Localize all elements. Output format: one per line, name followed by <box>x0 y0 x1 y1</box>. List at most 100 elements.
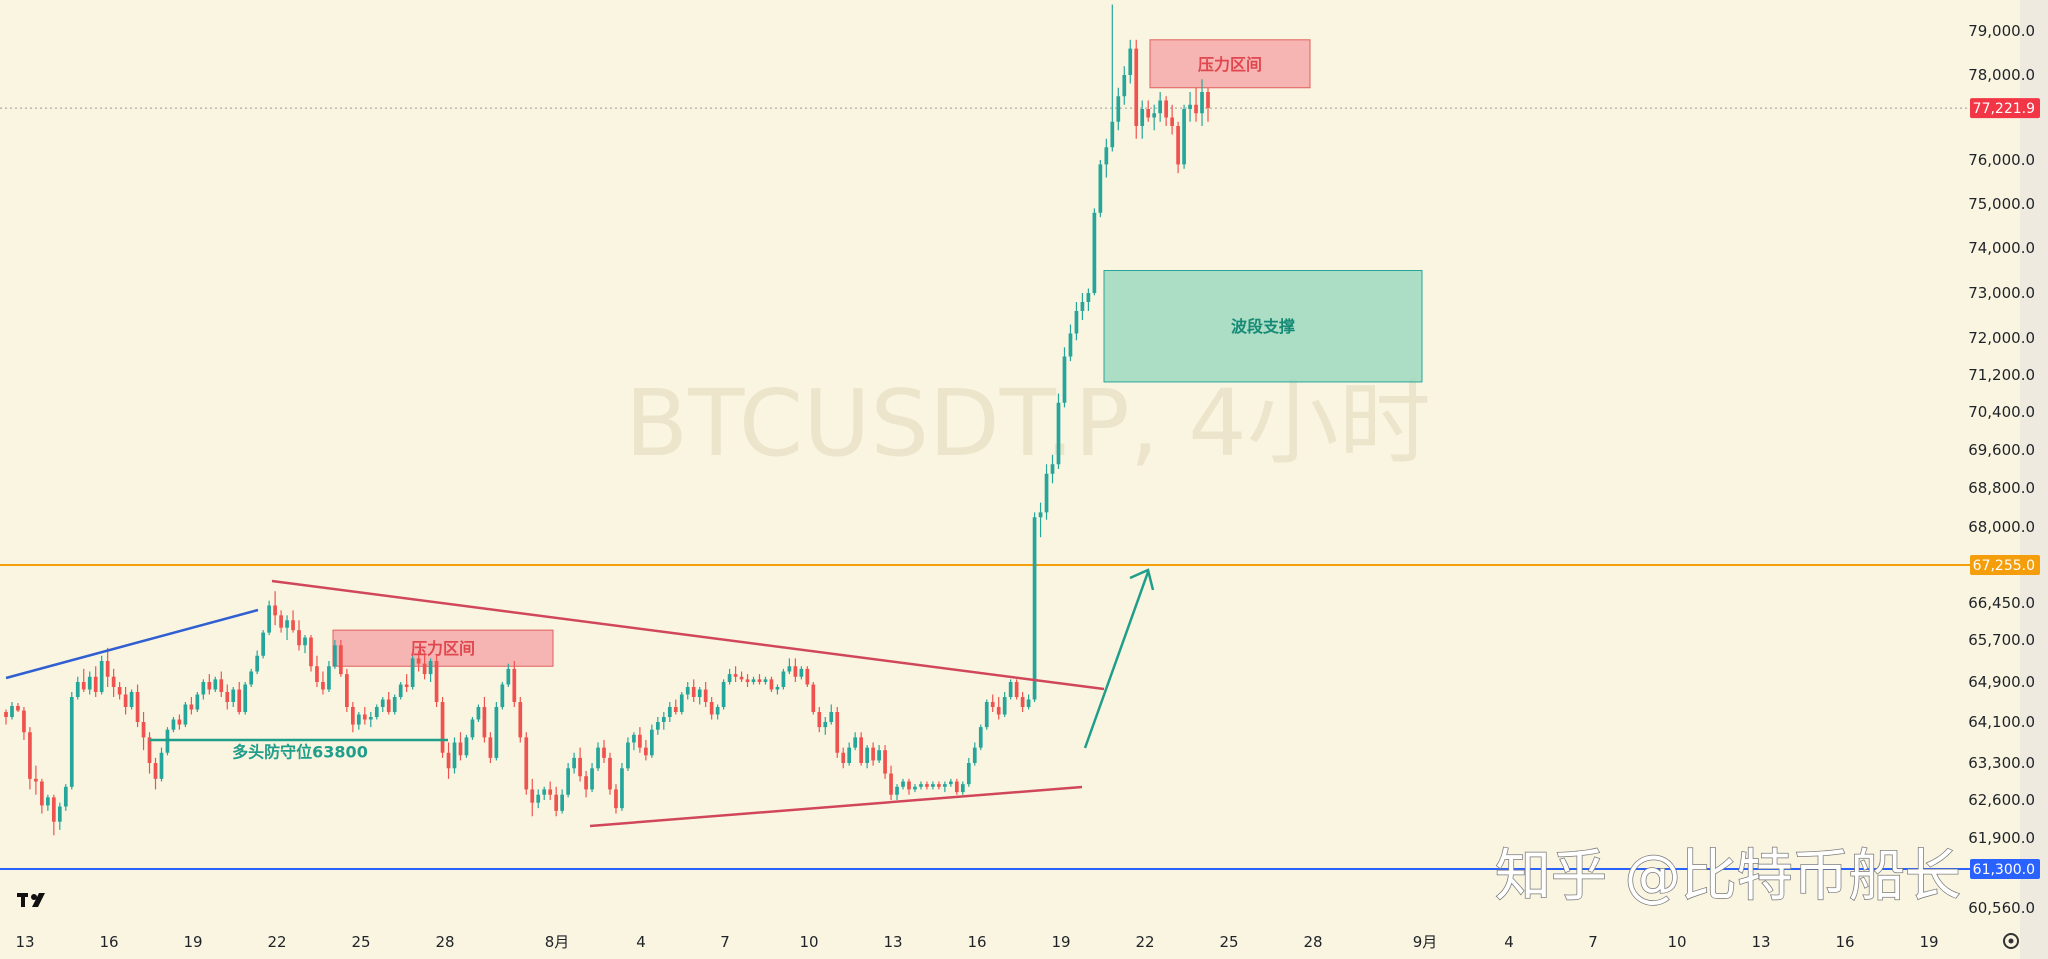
candle[interactable] <box>823 717 828 735</box>
candle[interactable] <box>644 739 648 761</box>
candle[interactable] <box>1146 100 1151 122</box>
candle[interactable] <box>560 789 565 814</box>
candle[interactable] <box>285 615 289 640</box>
candle[interactable] <box>16 703 20 712</box>
candle[interactable] <box>446 742 451 779</box>
candle[interactable] <box>763 676 768 685</box>
candle[interactable] <box>811 682 816 715</box>
breakout-arrow[interactable] <box>1083 568 1155 749</box>
candle[interactable] <box>572 752 576 774</box>
candle[interactable] <box>386 692 391 715</box>
settings-gear-icon[interactable] <box>2003 933 2019 949</box>
candle[interactable] <box>267 600 271 636</box>
candle[interactable] <box>739 671 744 683</box>
candle[interactable] <box>608 752 612 795</box>
candle[interactable] <box>392 694 397 715</box>
tradingview-logo-icon[interactable] <box>17 893 45 907</box>
candle[interactable] <box>1134 39 1139 139</box>
candle[interactable] <box>153 757 158 790</box>
candle[interactable] <box>990 694 995 713</box>
candle[interactable] <box>1080 293 1085 320</box>
candle[interactable] <box>291 610 295 633</box>
candle[interactable] <box>889 765 893 800</box>
candle[interactable] <box>434 655 439 707</box>
candle[interactable] <box>620 763 624 811</box>
candle[interactable] <box>309 635 313 672</box>
candle[interactable] <box>51 794 56 836</box>
candles-layer[interactable] <box>4 4 1210 836</box>
candle[interactable] <box>632 732 636 751</box>
candle[interactable] <box>416 650 421 672</box>
candle[interactable] <box>470 717 475 740</box>
candle[interactable] <box>949 778 953 787</box>
candle[interactable] <box>536 789 541 809</box>
candle[interactable] <box>500 682 505 710</box>
candle[interactable] <box>213 676 218 692</box>
candle[interactable] <box>590 763 594 793</box>
candle[interactable] <box>40 778 44 814</box>
candle[interactable] <box>667 702 672 722</box>
candle[interactable] <box>452 737 457 774</box>
candle[interactable] <box>1002 692 1007 717</box>
candle[interactable] <box>984 699 989 730</box>
candle[interactable] <box>602 739 606 763</box>
candle[interactable] <box>691 679 696 702</box>
candle[interactable] <box>614 784 618 814</box>
candle[interactable] <box>703 682 708 707</box>
candle[interactable] <box>422 653 427 680</box>
candle[interactable] <box>506 663 511 687</box>
candle[interactable] <box>28 727 32 790</box>
candle[interactable] <box>1068 324 1073 362</box>
candle[interactable] <box>219 671 224 698</box>
candle[interactable] <box>482 697 487 743</box>
candle[interactable] <box>177 714 182 730</box>
candle[interactable] <box>315 655 319 687</box>
candle[interactable] <box>548 781 553 801</box>
candle[interactable] <box>494 702 499 761</box>
candle[interactable] <box>655 717 660 735</box>
candle[interactable] <box>1194 87 1198 122</box>
candle[interactable] <box>1008 679 1013 700</box>
time-axis[interactable]: 13 16 19 22 25 28 8月 4 7 10 13 16 19 22 25 28 9月 4 7 10 13 16… <box>15 933 1938 951</box>
candle[interactable] <box>141 712 146 751</box>
candle[interactable] <box>1110 4 1115 152</box>
candle[interactable] <box>1170 104 1174 135</box>
candle[interactable] <box>1020 692 1025 712</box>
candle[interactable] <box>829 704 834 725</box>
candle[interactable] <box>578 747 582 782</box>
candle[interactable] <box>518 697 523 743</box>
candle[interactable] <box>715 704 720 720</box>
candle[interactable] <box>87 671 92 695</box>
candle[interactable] <box>117 682 122 700</box>
candle[interactable] <box>404 674 409 692</box>
candle[interactable] <box>757 674 762 685</box>
candle[interactable] <box>966 757 971 787</box>
candle[interactable] <box>327 661 331 692</box>
candle[interactable] <box>1128 39 1133 84</box>
candle[interactable] <box>1158 92 1163 122</box>
candle[interactable] <box>775 684 780 695</box>
candle[interactable] <box>75 676 80 700</box>
candle[interactable] <box>626 737 630 771</box>
candle[interactable] <box>1074 302 1079 341</box>
candle[interactable] <box>512 661 517 707</box>
candle[interactable] <box>345 668 349 712</box>
candle[interactable] <box>566 763 570 798</box>
candle[interactable] <box>907 778 911 795</box>
candle[interactable] <box>159 747 164 782</box>
drawings-layer[interactable] <box>5 568 1155 828</box>
candle[interactable] <box>1038 502 1043 538</box>
candle[interactable] <box>799 666 804 680</box>
candle[interactable] <box>937 781 941 790</box>
candle[interactable] <box>709 697 714 720</box>
candle[interactable] <box>584 770 588 798</box>
candle[interactable] <box>249 668 254 687</box>
candle[interactable] <box>171 717 176 733</box>
candle[interactable] <box>63 784 68 811</box>
candle[interactable] <box>530 778 535 817</box>
candle[interactable] <box>1122 66 1127 105</box>
candle[interactable] <box>1032 512 1037 702</box>
rising-trendline-blue[interactable] <box>5 608 259 680</box>
candle[interactable] <box>105 647 110 687</box>
candle[interactable] <box>374 704 379 720</box>
